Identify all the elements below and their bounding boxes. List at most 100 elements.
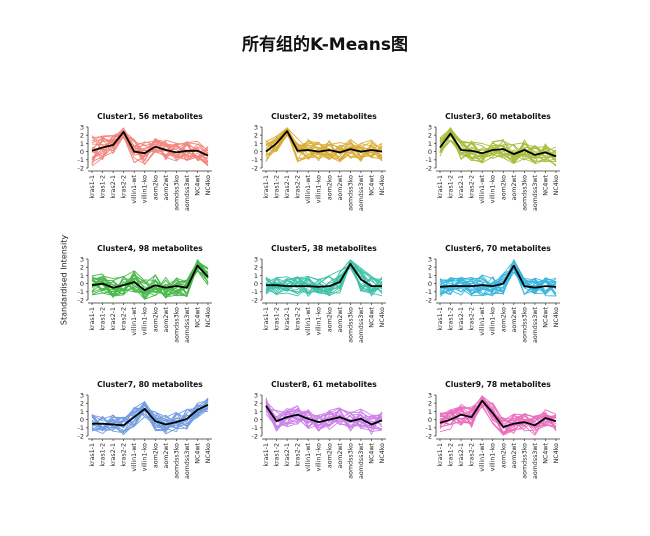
x-tick-label: aom2wt — [337, 442, 344, 468]
y-tick-label: 2 — [428, 264, 432, 272]
x-tick-label: kras1-1 — [437, 175, 444, 199]
y-tick-label: 2 — [80, 400, 84, 408]
member-profile-line — [439, 402, 557, 436]
x-tick-label: kras2-2 — [121, 307, 128, 331]
x-tick-label: aomdss3ko — [347, 175, 354, 211]
x-tick-label: kras2-2 — [469, 175, 476, 199]
y-tick-label: 3 — [428, 391, 432, 399]
x-tick-label: villin1-ko — [490, 307, 497, 335]
y-tick-label: -2 — [252, 432, 258, 440]
x-tick-label: villin1-wt — [131, 442, 138, 471]
panel-title: Cluster5, 38 metabolites — [271, 244, 377, 253]
x-tick-label: aomdss3ko — [173, 307, 180, 343]
x-tick-label: aom2ko — [326, 307, 333, 332]
y-tick-label: -1 — [252, 424, 258, 432]
member-profile-line — [439, 132, 557, 163]
x-tick-label: aomdss3ko — [173, 443, 180, 479]
x-tick-label: aomdss3wt — [184, 174, 191, 211]
x-tick-label: NC4wt — [368, 174, 375, 195]
x-tick-label: kras2-1 — [458, 175, 465, 199]
member-profile-line — [91, 135, 209, 158]
x-tick-label: kras1-2 — [274, 307, 281, 331]
x-tick-label: villin1-ko — [316, 175, 323, 203]
member-profile-line — [439, 399, 557, 426]
member-profile-line — [265, 403, 383, 431]
x-tick-label: aom2ko — [152, 307, 159, 332]
member-profile-line — [91, 131, 209, 161]
member-profile-line — [265, 261, 383, 293]
x-tick-label: villin1-wt — [131, 306, 138, 335]
x-tick-label: villin1-wt — [479, 306, 486, 335]
x-tick-label: kras1-1 — [263, 443, 270, 467]
x-tick-label: aomdss3wt — [532, 306, 539, 343]
member-profile-line — [265, 410, 383, 427]
y-tick-label: 3 — [80, 123, 84, 131]
y-tick-label: 0 — [254, 280, 258, 288]
x-tick-label: aom2ko — [500, 307, 507, 332]
x-tick-label: aom2wt — [163, 306, 170, 332]
x-tick-label: aom2wt — [163, 174, 170, 200]
x-tick-label: NC4ko — [205, 443, 212, 464]
y-tick-label: -1 — [426, 288, 432, 296]
x-tick-label: villin1-wt — [479, 174, 486, 203]
y-tick-label: -2 — [78, 164, 84, 172]
cluster-mean-line — [92, 403, 209, 427]
x-tick-label: villin1-wt — [305, 442, 312, 471]
panel-title: Cluster8, 61 metabolites — [271, 380, 377, 389]
x-tick-label: villin1-wt — [131, 174, 138, 203]
x-tick-label: aomdss3wt — [532, 174, 539, 211]
y-tick-label: -1 — [252, 288, 258, 296]
x-tick-label: NC4ko — [553, 443, 560, 464]
member-profile-line — [265, 260, 383, 294]
x-tick-label: aomdss3ko — [347, 307, 354, 343]
cluster-mean-line — [266, 262, 382, 288]
x-tick-label: NC4ko — [205, 307, 212, 328]
x-tick-label: villin1-ko — [142, 175, 149, 203]
member-profile-line — [91, 127, 209, 166]
y-tick-label: -2 — [78, 432, 84, 440]
y-tick-label: 1 — [254, 408, 258, 416]
x-tick-label: aom2ko — [152, 443, 159, 468]
x-tick-label: aomdss3wt — [358, 442, 365, 479]
x-tick-label: villin1-wt — [479, 442, 486, 471]
panel-title: Cluster2, 39 metabolites — [271, 112, 377, 121]
x-tick-label: villin1-ko — [142, 443, 149, 471]
panel-title: Cluster9, 78 metabolites — [445, 380, 551, 389]
member-profiles — [439, 259, 557, 297]
x-tick-label: aom2wt — [163, 442, 170, 468]
x-tick-label: villin1-ko — [490, 175, 497, 203]
y-tick-label: 1 — [80, 408, 84, 416]
x-tick-label: kras2-1 — [110, 175, 117, 199]
member-profile-line — [439, 132, 556, 163]
x-tick-label: aomdss3ko — [173, 175, 180, 211]
x-tick-label: kras1-1 — [89, 175, 96, 199]
x-tick-label: kras1-2 — [448, 175, 455, 199]
member-profile-line — [439, 135, 557, 161]
y-tick-label: -2 — [252, 296, 258, 304]
y-tick-label: -1 — [78, 288, 84, 296]
x-tick-label: aomdss3wt — [184, 306, 191, 343]
member-profile-line — [91, 399, 209, 431]
member-profile-line — [439, 265, 557, 295]
x-tick-label: aomdss3wt — [532, 442, 539, 479]
x-tick-label: aom2ko — [152, 175, 159, 200]
y-tick-label: 3 — [254, 123, 258, 131]
x-tick-label: kras2-2 — [469, 307, 476, 331]
x-tick-label: aom2wt — [511, 442, 518, 468]
member-profile-line — [265, 259, 383, 295]
x-tick-label: NC4wt — [194, 306, 201, 327]
y-tick-label: -2 — [78, 296, 84, 304]
x-tick-label: NC4ko — [553, 307, 560, 328]
x-tick-label: kras1-2 — [448, 307, 455, 331]
cluster-mean-line — [439, 264, 557, 289]
x-tick-label: kras1-1 — [263, 175, 270, 199]
figure-title: 所有组的K-Means图 — [242, 35, 408, 55]
x-tick-label: NC4wt — [542, 174, 549, 195]
x-tick-label: kras1-2 — [100, 307, 107, 331]
x-tick-label: NC4ko — [553, 175, 560, 196]
